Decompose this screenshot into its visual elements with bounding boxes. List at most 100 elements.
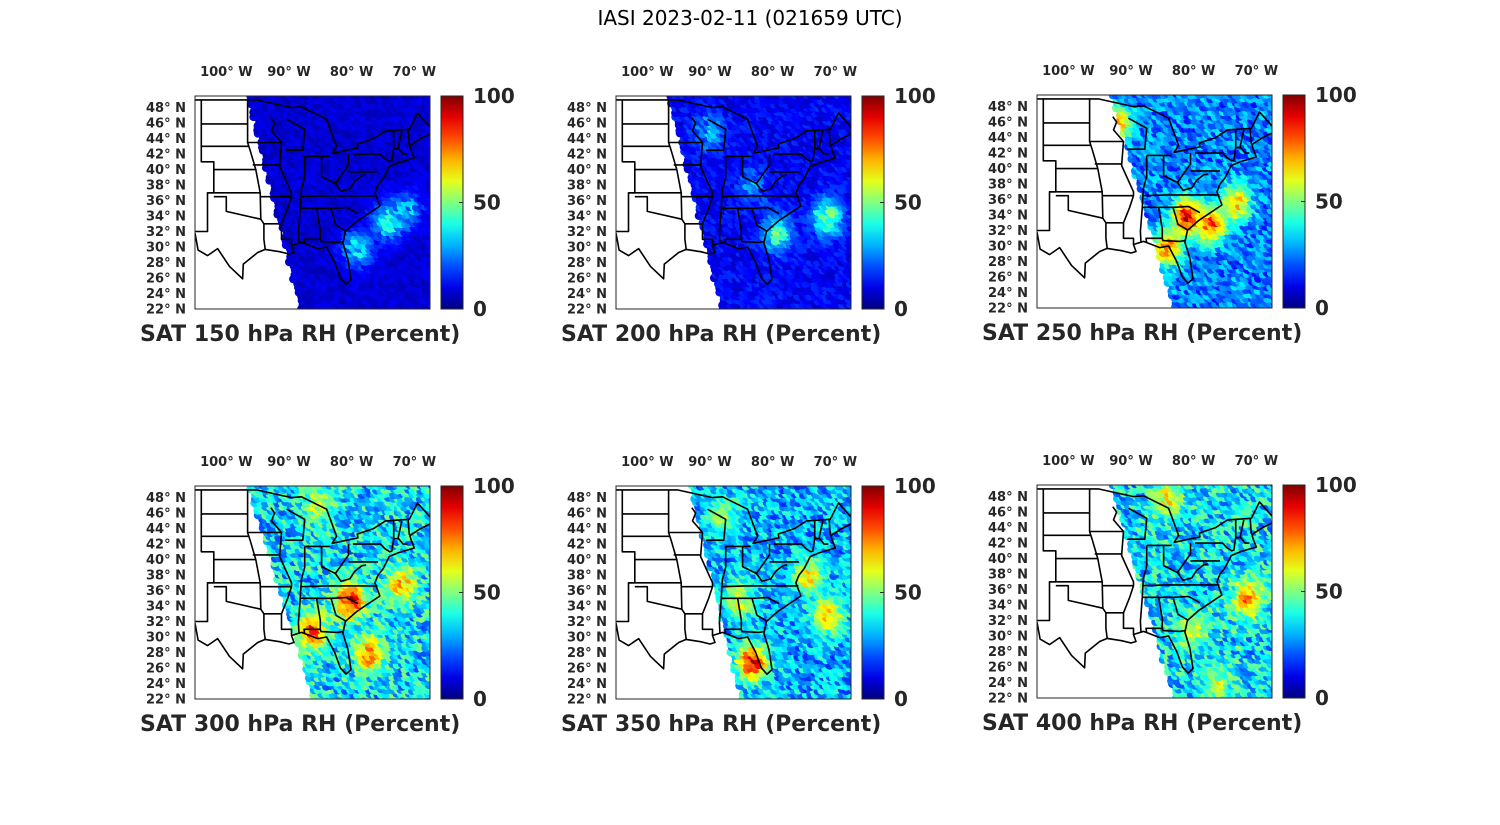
swath-point bbox=[1266, 309, 1274, 317]
lat-tick-label: 34° N bbox=[567, 210, 607, 225]
lat-tick-label: 36° N bbox=[146, 194, 186, 209]
swath-point bbox=[850, 212, 851, 218]
lon-tick-label: 100° W bbox=[621, 65, 674, 80]
panel-title: SAT 150 hPa RH (Percent) bbox=[140, 322, 460, 347]
lat-tick-label: 38° N bbox=[567, 179, 607, 194]
lon-tick-label: 80° W bbox=[751, 65, 794, 80]
lat-tick-label: 24° N bbox=[146, 287, 186, 302]
swath-point bbox=[757, 308, 761, 309]
state-line bbox=[667, 99, 687, 250]
state-line bbox=[724, 208, 743, 245]
panel-200-hpa: 100° W 90° W 80° W 70° W 48° N 46° N 44° N 42° … bbox=[551, 55, 971, 355]
lat-tick-label: 34° N bbox=[146, 210, 186, 225]
swath-point bbox=[429, 276, 430, 280]
swath-point bbox=[429, 272, 430, 277]
state-line bbox=[330, 208, 346, 232]
swath-point bbox=[778, 309, 786, 317]
panel-150-hpa: 100° W 90° W 80° W 70° W 48° N 46° N 44° N 42° … bbox=[130, 55, 550, 355]
swath-point bbox=[1271, 225, 1272, 230]
swath-point bbox=[378, 310, 386, 318]
swath-point bbox=[430, 309, 438, 317]
lat-tick-label: 38° N bbox=[146, 179, 186, 194]
colorbar-tick-label: 0 bbox=[473, 297, 487, 321]
state-line bbox=[407, 128, 411, 145]
swath-point bbox=[1271, 228, 1272, 234]
swath-point bbox=[424, 96, 430, 101]
swath-point bbox=[366, 308, 371, 309]
swath-point bbox=[305, 310, 313, 318]
swath-point bbox=[361, 310, 369, 318]
lat-tick-label: 32° N bbox=[146, 225, 186, 240]
map-frame bbox=[194, 95, 431, 310]
swath-point bbox=[423, 308, 426, 309]
swath-point bbox=[796, 308, 801, 309]
lat-tick-label: 24° N bbox=[567, 287, 607, 302]
swath-point bbox=[850, 309, 858, 317]
swath-point bbox=[1231, 308, 1239, 316]
lat-tick-label: 44° N bbox=[146, 132, 186, 147]
swath-point bbox=[1230, 307, 1233, 308]
swath-point bbox=[369, 309, 377, 317]
swath-point bbox=[417, 309, 425, 317]
state-line bbox=[300, 195, 378, 198]
state-line bbox=[818, 130, 824, 149]
national-border bbox=[195, 99, 430, 155]
swath-point bbox=[806, 309, 814, 317]
swath-point bbox=[344, 308, 347, 309]
swath-point bbox=[1271, 263, 1272, 268]
swath-point bbox=[765, 308, 769, 309]
swath-point bbox=[1210, 307, 1212, 308]
lat-tick-label: 30° N bbox=[146, 241, 186, 256]
panel-250-hpa: 100° W 90° W 80° W 70° W 48° N 46° N 44° N 42° … bbox=[972, 54, 1392, 354]
swath-point bbox=[1219, 309, 1227, 317]
swath-point bbox=[1191, 308, 1199, 316]
swath-point bbox=[1246, 309, 1254, 317]
lat-tick-label: 46° N bbox=[567, 117, 607, 132]
swath-point bbox=[396, 309, 404, 317]
lat-tick-label: 26° N bbox=[567, 272, 607, 287]
lat-tick-label: 26° N bbox=[146, 272, 186, 287]
swath-point bbox=[393, 309, 401, 317]
swath-point bbox=[850, 217, 851, 221]
swath-point bbox=[404, 308, 408, 309]
swath-point bbox=[311, 308, 315, 309]
swath-point bbox=[429, 187, 430, 192]
swath-layer bbox=[246, 96, 438, 318]
lat-tick-label: 22° N bbox=[567, 303, 607, 318]
swath-point bbox=[850, 110, 851, 115]
swath-point bbox=[1245, 307, 1251, 308]
state-line bbox=[303, 208, 322, 245]
state-line bbox=[740, 239, 765, 244]
swath-point bbox=[850, 226, 851, 231]
swath-point bbox=[836, 308, 840, 309]
swath-point bbox=[1187, 308, 1195, 316]
swath-point bbox=[349, 309, 357, 317]
swath-point bbox=[429, 182, 430, 187]
lon-tick-label: 100° W bbox=[200, 65, 253, 80]
swath-point bbox=[840, 308, 845, 309]
state-line bbox=[246, 99, 266, 250]
swath-point bbox=[1259, 308, 1267, 316]
lon-tick-label: 70° W bbox=[393, 65, 436, 80]
swath-point bbox=[359, 308, 363, 309]
swath-point bbox=[429, 157, 430, 163]
state-line bbox=[721, 206, 780, 215]
state-line bbox=[319, 239, 344, 244]
swath-point bbox=[850, 97, 851, 102]
state-line bbox=[773, 147, 829, 163]
swath-point bbox=[328, 308, 333, 309]
swath-point bbox=[850, 246, 851, 251]
swath-point bbox=[1255, 308, 1263, 316]
swath-point bbox=[356, 308, 360, 309]
swath-point bbox=[810, 310, 818, 318]
swath-point bbox=[338, 309, 346, 317]
swath-point bbox=[1234, 308, 1242, 316]
coastline bbox=[616, 133, 851, 285]
lon-tick-label: 80° W bbox=[330, 65, 373, 80]
swath-point bbox=[329, 309, 337, 317]
swath-point bbox=[805, 308, 809, 309]
state-line bbox=[213, 195, 261, 220]
lat-tick-label: 42° N bbox=[146, 148, 186, 163]
colorbar-tick-label: 100 bbox=[473, 84, 515, 108]
lat-tick-label: 28° N bbox=[146, 256, 186, 271]
